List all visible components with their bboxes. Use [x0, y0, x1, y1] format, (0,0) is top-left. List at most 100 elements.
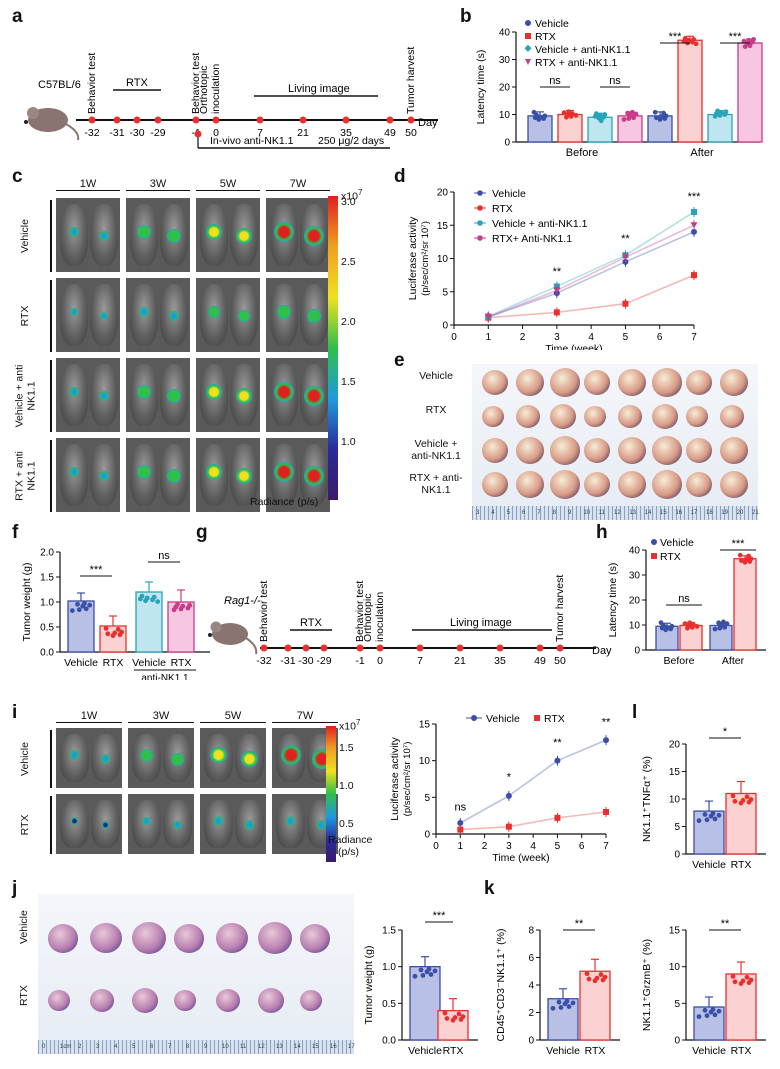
data-point	[696, 1014, 702, 1019]
ruler-tick: 9	[568, 510, 572, 516]
timeline-dot	[376, 644, 384, 652]
bioluminescence-image	[56, 794, 122, 854]
data-point	[687, 620, 693, 626]
tumor-specimen	[216, 923, 248, 954]
y-tick-label: 20	[669, 740, 681, 751]
row-label: Vehicle + anti NK1.1	[13, 364, 37, 428]
data-point	[693, 41, 699, 47]
tumor-specimen	[516, 369, 544, 396]
colorbar-label: (p/s)	[338, 846, 359, 858]
tumor-photo-j: Vehicle RTX 0 1cm 2 3 4 5 6 7 8 9 10 11 12 13 14 15 16 17	[18, 894, 355, 1054]
bar	[707, 113, 733, 143]
timeline-event-label: Tumor harvest	[554, 575, 566, 642]
tumor-specimen	[516, 405, 540, 428]
colorbar-tick: 1.5	[341, 376, 356, 388]
data-point	[75, 601, 80, 607]
ruler-tick: 9	[204, 1044, 208, 1050]
x-tick-label: 4	[530, 841, 536, 852]
y-tick-label: 20	[629, 596, 641, 607]
data-point	[748, 797, 754, 802]
tumor-specimen	[686, 472, 712, 497]
timeline-event-label: Behavior test	[258, 581, 270, 642]
y-tick-label: 10	[669, 962, 681, 973]
significance-label: **	[621, 233, 630, 245]
data-point	[76, 607, 82, 613]
tumor-specimen	[258, 988, 284, 1013]
timeline-event-label: inoculation	[374, 592, 386, 642]
y-tick-label: 5	[424, 793, 430, 804]
timeline-dot	[260, 644, 268, 652]
data-point	[716, 812, 722, 818]
panel-label-l: l	[632, 702, 638, 723]
ruler-tick: 6	[522, 510, 526, 516]
y-tick-label: 10	[419, 756, 431, 767]
tumor-specimen	[48, 924, 78, 953]
significance-label: ns	[678, 593, 690, 605]
week-header: 3W	[128, 710, 194, 723]
data-point	[694, 624, 700, 629]
data-point	[115, 626, 121, 632]
timeline-tick-label: 7	[257, 127, 263, 139]
data-point	[691, 272, 697, 279]
timeline-tick-label: -29	[316, 655, 331, 667]
data-point	[732, 979, 738, 985]
data-point	[625, 110, 630, 116]
legend-entry: RTX	[492, 203, 513, 215]
timeline-event-label: Tumor harvest	[405, 47, 417, 114]
y-tick-label: 15	[669, 926, 681, 937]
tumor-specimen	[90, 923, 122, 954]
day-label: Day	[418, 117, 438, 129]
x-tick-label: 6	[579, 841, 585, 852]
ruler-tick: 5	[132, 1044, 136, 1050]
y-tick-label: 20	[499, 83, 511, 94]
data-point	[664, 624, 670, 630]
bioluminescence-image	[56, 198, 120, 272]
tumor-specimen	[482, 370, 508, 395]
ruler-tick: 4	[491, 510, 495, 516]
significance-label: ***	[669, 31, 683, 43]
y-tick-label: 0	[634, 646, 640, 657]
data-point	[457, 826, 464, 833]
data-point	[691, 36, 696, 42]
significance-label: ***	[732, 538, 746, 550]
colorbar	[326, 726, 336, 862]
timeline-dot	[133, 116, 141, 124]
significance-label: *	[723, 726, 728, 738]
data-point	[175, 602, 180, 607]
y-axis-label: Latency time (s)	[475, 50, 487, 125]
data-point	[658, 114, 664, 120]
x-tick-label: 3	[506, 841, 512, 852]
bioluminescence-image	[128, 794, 194, 854]
data-point	[744, 974, 750, 980]
x-tick-label: 0	[451, 332, 457, 343]
timeline-tick-label: 49	[534, 655, 546, 667]
ruler-tick: 7	[537, 510, 541, 516]
ruler-tick: 11	[240, 1044, 247, 1050]
panel-label-g: g	[196, 522, 208, 543]
bioluminescence-image	[266, 438, 330, 512]
data-point	[682, 36, 688, 41]
data-point	[740, 978, 746, 984]
data-point	[428, 972, 434, 977]
data-point	[739, 558, 744, 563]
bioluminescence-image	[200, 794, 266, 854]
timeline-dot	[496, 644, 504, 652]
data-point	[712, 1012, 718, 1018]
significance-label: **	[553, 266, 562, 278]
legend-entry: RTX + anti-NK1.1	[535, 57, 618, 69]
data-point	[746, 37, 752, 43]
data-point	[743, 557, 749, 563]
data-point	[442, 1010, 448, 1016]
tumor-specimen	[584, 438, 610, 463]
week-header: 7W	[272, 710, 338, 723]
data-point	[554, 757, 561, 764]
data-point	[663, 113, 669, 119]
week-header: 1W	[56, 710, 122, 723]
data-point	[418, 967, 424, 973]
colorbar-label: Radiance (p/s)	[250, 496, 319, 508]
x-tick-label: 5	[623, 332, 629, 343]
x-tick-label: RTX	[103, 657, 124, 669]
ruler-tick: 5	[506, 510, 510, 516]
x-tick-label: Vehicle	[132, 657, 166, 669]
ruler-tick: 6	[150, 1044, 154, 1050]
